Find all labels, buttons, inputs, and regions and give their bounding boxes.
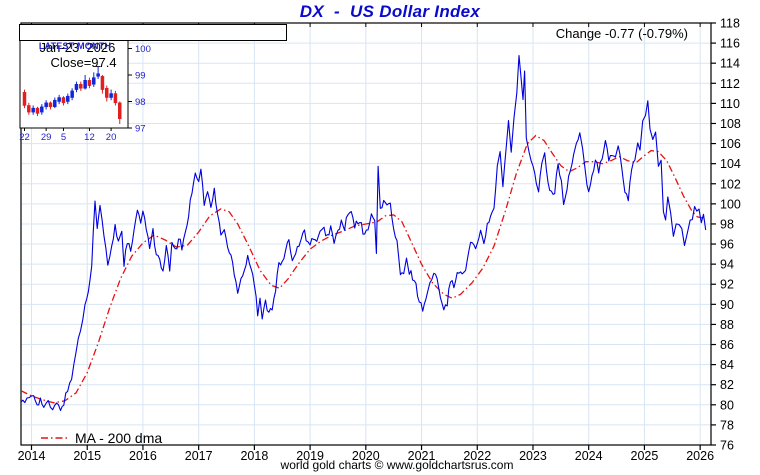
svg-text:2024: 2024 (575, 449, 603, 463)
svg-text:106: 106 (720, 137, 741, 151)
svg-text:98: 98 (720, 217, 734, 231)
svg-text:2020: 2020 (352, 449, 380, 463)
dx-price-line (21, 54, 707, 412)
svg-text:2022: 2022 (463, 449, 491, 463)
grid (21, 23, 711, 445)
svg-text:2023: 2023 (519, 449, 547, 463)
ma-line (21, 134, 706, 404)
svg-text:88: 88 (720, 318, 734, 332)
svg-text:2025: 2025 (631, 449, 659, 463)
svg-text:90: 90 (720, 298, 734, 312)
svg-text:82: 82 (720, 378, 734, 392)
svg-text:5: 5 (61, 132, 66, 143)
change-label: Change -0.77 (-0.79%) (555, 26, 688, 41)
svg-text:2016: 2016 (129, 449, 157, 463)
svg-text:12: 12 (84, 132, 95, 143)
svg-text:92: 92 (720, 278, 734, 292)
date-close-box: Jan-23 2026 Close=97.4 (19, 24, 287, 70)
ma-legend-label: MA - 200 dma (75, 430, 163, 446)
svg-text:2014: 2014 (18, 449, 46, 463)
svg-text:2015: 2015 (73, 449, 101, 463)
svg-text:78: 78 (720, 418, 734, 432)
y-axis-labels: 76 78 80 82 84 86 88 90 92 94 96 98 100 102 104 106 108 1… (720, 17, 741, 453)
svg-text:100: 100 (720, 197, 741, 211)
svg-text:80: 80 (720, 398, 734, 412)
close-label: Close=97.4 (50, 55, 117, 70)
svg-text:2019: 2019 (296, 449, 324, 463)
svg-text:29: 29 (41, 132, 52, 143)
inset-title: LATEST MONTH (38, 41, 112, 51)
svg-text:86: 86 (720, 338, 734, 352)
ma-legend-line-sample (41, 437, 67, 439)
x-axis-labels: 2014 2015 2016 2017 2018 2019 2020 2021 2022 2023… (18, 449, 714, 463)
svg-text:94: 94 (720, 258, 734, 272)
inset-candlestick-chart: 100 99 98 97 22 29 5 12 20 (19, 39, 151, 143)
svg-text:2017: 2017 (185, 449, 213, 463)
svg-text:99: 99 (135, 71, 146, 82)
svg-text:20: 20 (106, 132, 117, 143)
svg-text:100: 100 (135, 44, 151, 55)
ma-legend: MA - 200 dma (40, 430, 162, 446)
svg-text:114: 114 (720, 57, 740, 71)
svg-text:22: 22 (19, 132, 30, 143)
svg-text:112: 112 (720, 77, 740, 91)
svg-text:2021: 2021 (408, 449, 436, 463)
svg-text:102: 102 (720, 177, 741, 191)
svg-text:110: 110 (720, 97, 740, 111)
svg-text:108: 108 (720, 117, 741, 131)
svg-text:97: 97 (135, 124, 146, 135)
date-label: Jan-23 2026 (39, 40, 116, 55)
chart-title: DX - US Dollar Index (299, 2, 481, 21)
svg-text:2018: 2018 (240, 449, 268, 463)
svg-text:104: 104 (720, 157, 741, 171)
svg-text:84: 84 (720, 358, 734, 372)
svg-text:76: 76 (720, 439, 734, 453)
svg-text:116: 116 (720, 37, 740, 51)
svg-text:96: 96 (720, 238, 734, 252)
svg-text:2026: 2026 (686, 449, 714, 463)
credit-caption: world gold charts © www.goldchartsrus.co… (280, 458, 514, 472)
svg-text:98: 98 (135, 97, 146, 108)
svg-text:118: 118 (720, 17, 740, 31)
